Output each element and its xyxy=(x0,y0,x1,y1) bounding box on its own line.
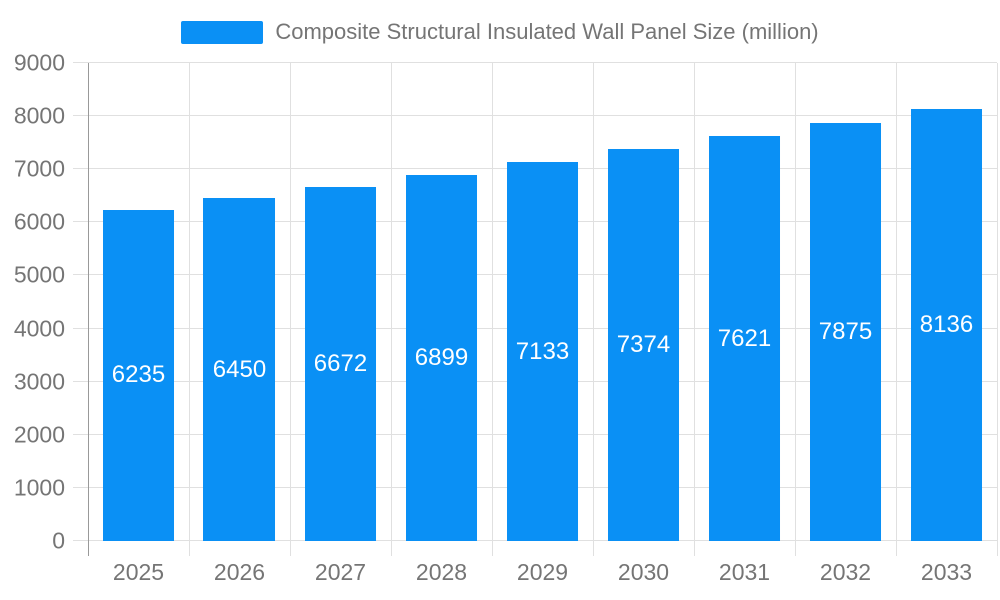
x-tick-label: 2032 xyxy=(819,559,872,585)
x-tick-mark xyxy=(492,541,493,556)
x-gridline xyxy=(896,63,897,541)
x-gridline xyxy=(593,63,594,541)
x-tick-mark xyxy=(290,541,291,556)
x-gridline xyxy=(290,63,291,541)
y-tick-mark xyxy=(73,62,88,63)
bar-value-label: 6235 xyxy=(111,361,166,389)
y-tick-label: 9000 xyxy=(13,49,65,76)
bar-value-label: 7374 xyxy=(616,331,671,359)
x-tick-mark xyxy=(189,541,190,556)
bar-value-label: 6672 xyxy=(313,349,368,377)
x-tick-label: 2033 xyxy=(920,559,973,585)
bar: 6899 xyxy=(405,174,478,541)
bar: 7374 xyxy=(607,149,680,541)
y-tick-mark xyxy=(73,274,88,276)
y-tick-mark xyxy=(73,168,88,170)
y-tick-mark xyxy=(73,221,88,223)
x-gridline xyxy=(492,63,493,541)
y-tick-label: 0 xyxy=(52,527,65,554)
y-axis-line xyxy=(88,63,89,556)
x-gridline xyxy=(997,63,998,541)
bar-value-label: 7875 xyxy=(818,317,873,345)
legend-label: Composite Structural Insulated Wall Pane… xyxy=(275,19,819,44)
y-tick-label: 8000 xyxy=(13,102,65,129)
plot-area: 0 1000 2000 3000 4000 5000 6000 7000 8000 9000 623… xyxy=(14,51,998,584)
y-tick-mark xyxy=(73,327,88,329)
bar-value-label: 7133 xyxy=(515,337,570,365)
y-gridline xyxy=(88,115,997,117)
y-tick-mark xyxy=(73,486,88,488)
x-tick-mark xyxy=(390,541,392,556)
y-tick-mark xyxy=(73,433,88,435)
y-gridline xyxy=(88,62,997,63)
x-tick-label: 2031 xyxy=(718,559,771,585)
y-tick-mark xyxy=(73,380,88,382)
x-gridline xyxy=(189,63,190,541)
x-tick-label: 2027 xyxy=(314,559,367,585)
x-gridline xyxy=(795,63,796,541)
bar: 7133 xyxy=(506,162,579,541)
bar: 6450 xyxy=(203,198,276,541)
x-tick-mark xyxy=(896,541,897,556)
bar: 6672 xyxy=(304,186,377,541)
x-tick-mark xyxy=(997,541,998,556)
x-tick-label: 2025 xyxy=(112,559,165,585)
bar-value-label: 8136 xyxy=(919,310,974,338)
x-tick-label: 2028 xyxy=(415,559,468,585)
x-tick-label: 2029 xyxy=(516,559,569,585)
x-gridline xyxy=(390,63,392,541)
y-tick-label: 5000 xyxy=(13,261,65,288)
y-tick-label: 7000 xyxy=(13,155,65,182)
x-tick-label: 2026 xyxy=(213,559,266,585)
y-tick-mark xyxy=(73,540,88,541)
bar: 6235 xyxy=(102,209,175,541)
bar-value-label: 6899 xyxy=(414,343,469,371)
y-tick-label: 4000 xyxy=(13,315,65,342)
bar: 8136 xyxy=(910,108,983,541)
x-tick-mark xyxy=(795,541,796,556)
y-tick-mark xyxy=(73,115,88,117)
bar-value-label: 6450 xyxy=(212,355,267,383)
x-gridline xyxy=(693,63,695,541)
y-tick-label: 2000 xyxy=(13,421,65,448)
x-tick-mark xyxy=(593,541,594,556)
y-tick-label: 3000 xyxy=(13,368,65,395)
y-tick-label: 1000 xyxy=(13,474,65,501)
x-tick-label: 2030 xyxy=(617,559,670,585)
bar-value-label: 7621 xyxy=(717,324,772,352)
bar: 7875 xyxy=(809,122,882,541)
y-tick-label: 6000 xyxy=(13,208,65,235)
legend[interactable]: Composite Structural Insulated Wall Pane… xyxy=(0,16,1000,48)
x-tick-mark xyxy=(693,541,695,556)
legend-swatch xyxy=(181,20,264,44)
bar: 7621 xyxy=(708,136,781,541)
